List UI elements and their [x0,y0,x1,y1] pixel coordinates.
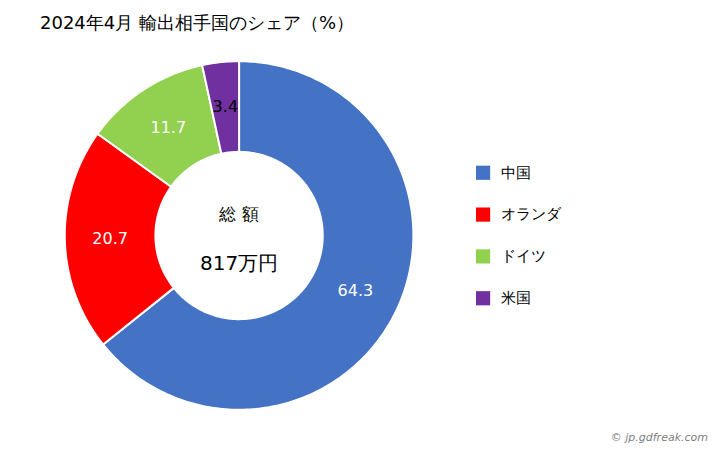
svg-text:オランダ: オランダ [501,205,562,223]
svg-text:11.7: 11.7 [151,118,187,137]
svg-text:20.7: 20.7 [92,229,128,248]
svg-text:中国: 中国 [501,164,531,182]
svg-text:817万円: 817万円 [200,251,278,275]
svg-text:3.4: 3.4 [213,97,238,116]
svg-text:ドイツ: ドイツ [501,247,546,265]
svg-text:米国: 米国 [501,289,531,307]
svg-text:総 額: 総 額 [218,204,258,224]
html-text:2024年4月 輸出相手国のシェア（%）: 2024年4月 輸出相手国のシェア（%） [40,12,355,33]
html-text:© jp.gdfreak.com: © jp.gdfreak.com [610,431,708,444]
svg-text:64.3: 64.3 [338,281,374,300]
